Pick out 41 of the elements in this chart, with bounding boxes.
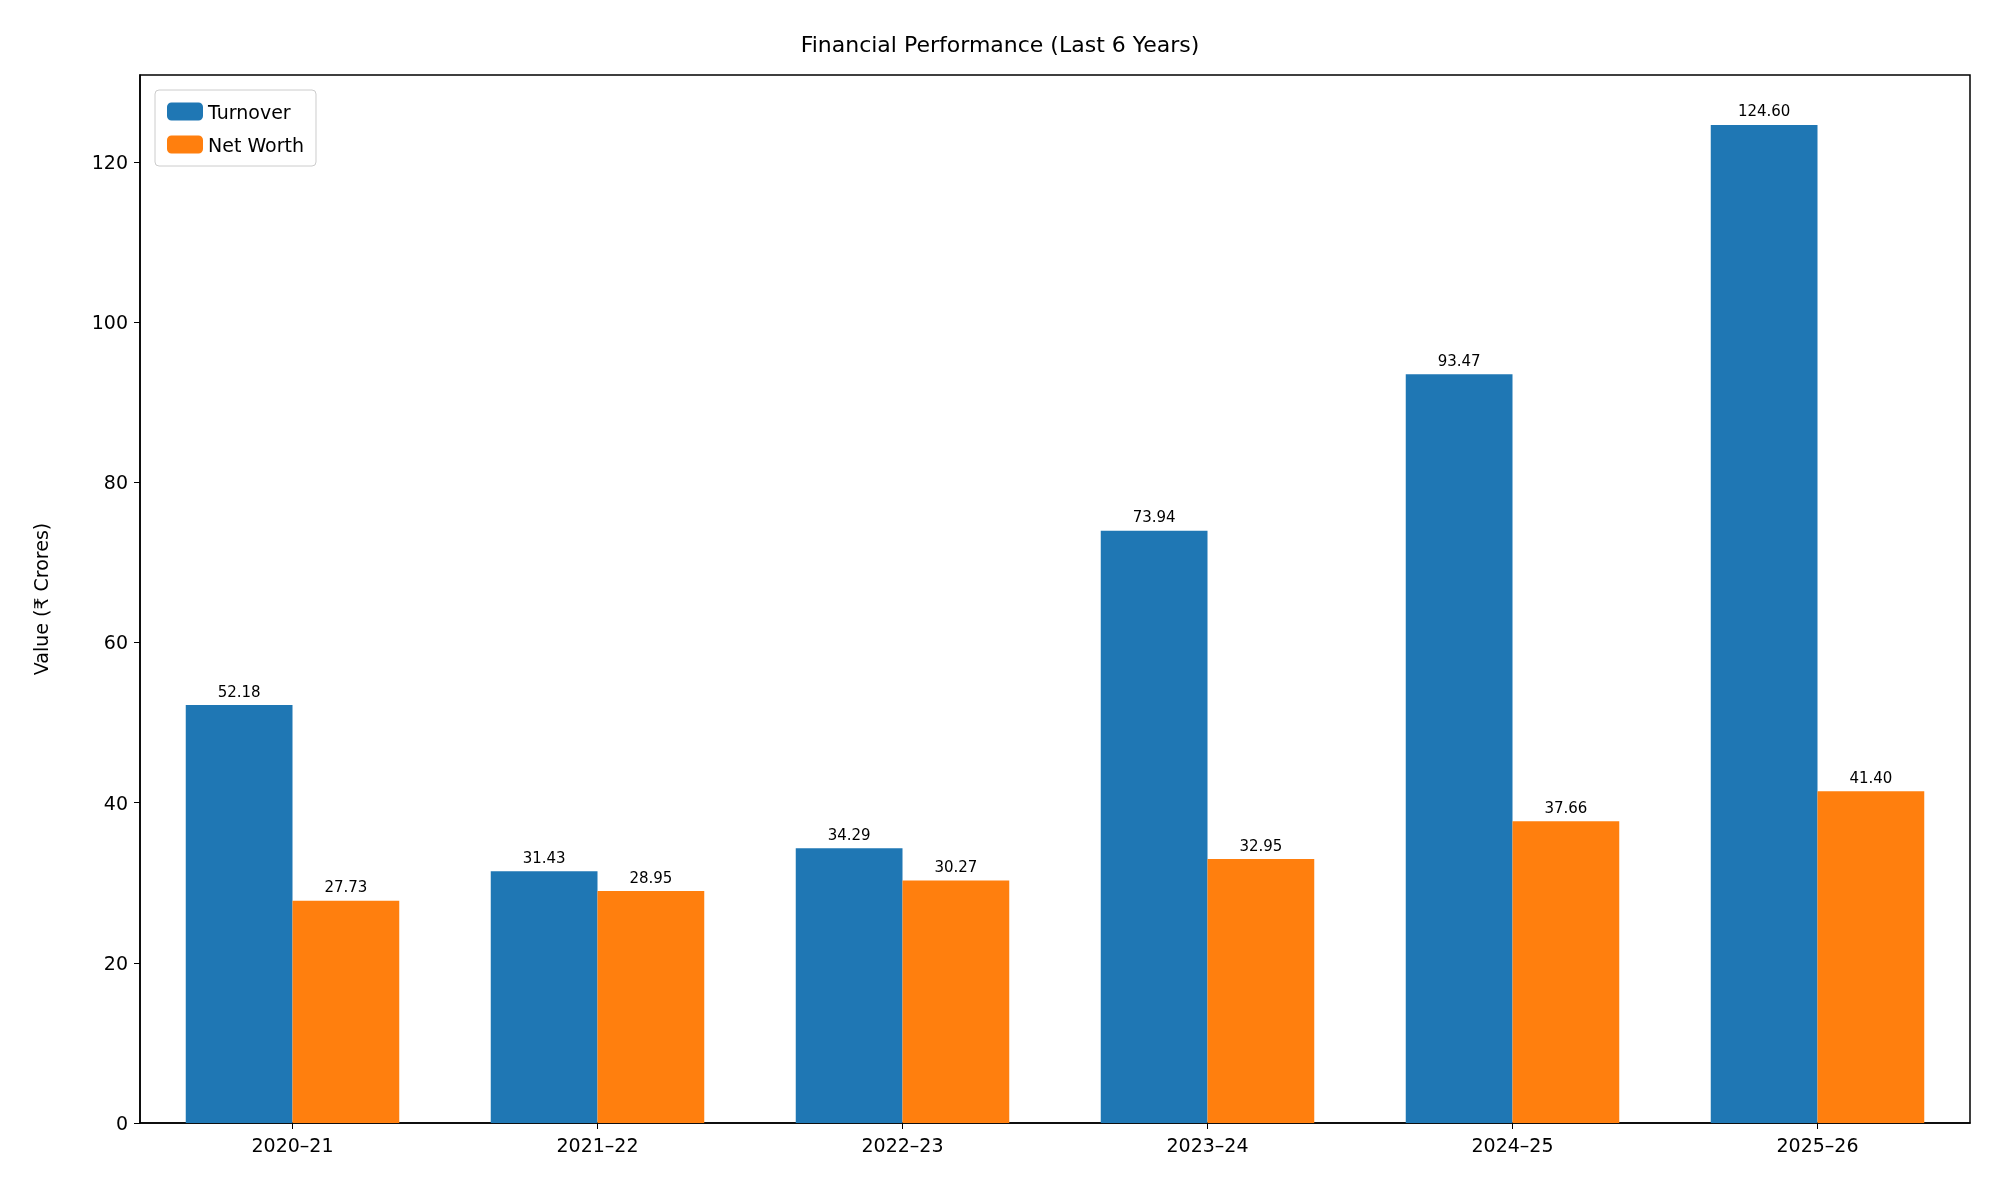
data-label: 124.60 — [1737, 102, 1791, 121]
data-label: 93.47 — [1437, 351, 1481, 370]
legend-label: Turnover — [207, 100, 291, 123]
x-tick-label: 2022–23 — [861, 1133, 944, 1156]
chart-title: Financial Performance (Last 6 Years) — [800, 31, 1200, 57]
bar — [1207, 859, 1315, 1123]
bar — [292, 900, 400, 1123]
bar — [902, 880, 1010, 1123]
data-label: 41.40 — [1849, 768, 1893, 787]
bar — [1512, 821, 1620, 1123]
x-tick-label: 2020–21 — [251, 1133, 334, 1156]
bar — [185, 705, 293, 1123]
y-tick-label: 40 — [103, 791, 128, 814]
data-label: 37.66 — [1544, 798, 1588, 817]
bar — [795, 848, 903, 1123]
legend-label: Net Worth — [208, 133, 304, 156]
data-label: 32.95 — [1239, 836, 1283, 855]
bar — [1817, 791, 1925, 1123]
data-label: 28.95 — [629, 868, 673, 887]
y-tick-label: 120 — [91, 150, 128, 173]
data-label: 34.29 — [827, 825, 871, 844]
x-tick-label: 2021–22 — [556, 1133, 639, 1156]
data-label: 27.73 — [324, 878, 368, 897]
data-label: 30.27 — [934, 858, 978, 877]
data-label: 31.43 — [522, 848, 566, 867]
y-tick-label: 20 — [103, 951, 128, 974]
x-tick-label: 2024–25 — [1471, 1133, 1554, 1156]
y-tick-label: 60 — [103, 631, 128, 654]
bar — [1100, 530, 1208, 1123]
x-tick-label: 2025–26 — [1776, 1133, 1859, 1156]
x-tick-label: 2023–24 — [1166, 1133, 1249, 1156]
bar — [490, 871, 598, 1123]
y-tick-label: 100 — [91, 310, 128, 333]
bar — [1405, 374, 1513, 1123]
y-tick-label: 0 — [115, 1112, 128, 1134]
y-tick-label: 80 — [103, 471, 128, 494]
data-label: 73.94 — [1132, 508, 1176, 527]
data-label: 52.18 — [217, 682, 261, 701]
y-axis-title: Value (₹ Crores) — [29, 522, 52, 676]
bar — [597, 891, 705, 1123]
bar — [1710, 124, 1818, 1123]
